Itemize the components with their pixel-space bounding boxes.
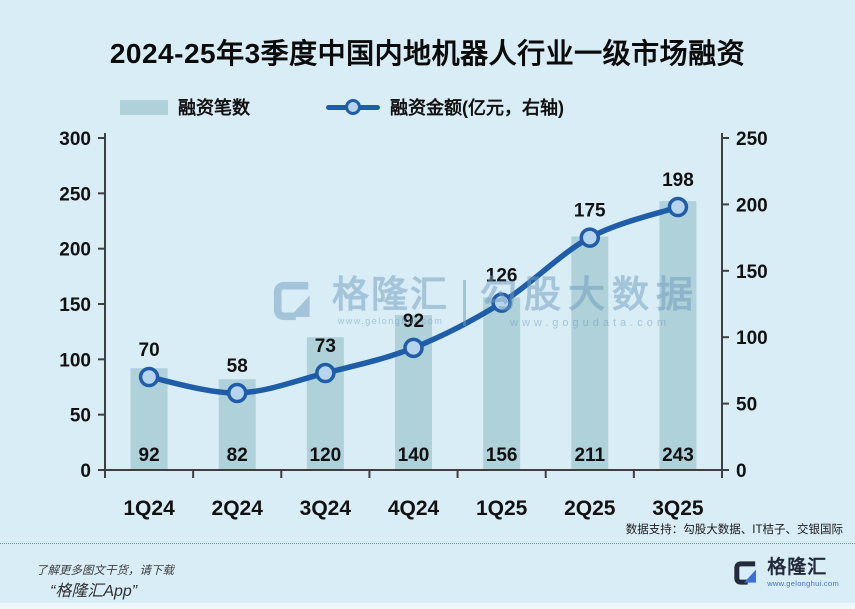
left-tick-label: 250 [59,184,91,205]
chart-svg: 0 50 100 150 200 250 300 0 50 100 150 200 250 92 82 120… [59,129,768,520]
data-source-note: 数据支持：勾股大数据、IT桔子、交银国际 [625,524,843,536]
left-tick-label: 100 [59,350,91,371]
x-label-1Q25: 1Q25 [476,497,528,520]
bar-label-3Q25: 243 [662,445,694,466]
bar-label-1Q25: 156 [486,445,518,466]
right-tick-label: 0 [736,461,747,482]
line-point-1Q25 [491,292,512,313]
line-label-1Q25: 126 [486,266,518,287]
bar-label-2Q25: 211 [574,445,605,466]
footer-logo-text-block: 格隆汇 www.gelonghui.com [767,558,839,588]
bar-3Q25 [659,201,697,470]
x-label-1Q24: 1Q24 [123,497,175,520]
right-tick-label: 200 [736,195,768,216]
x-label-2Q24: 2Q24 [212,497,264,520]
bar-label-1Q24: 92 [139,445,160,466]
bottom-strip [0,603,855,609]
bar-label-3Q24: 120 [310,445,342,466]
left-tick-label: 150 [59,295,91,316]
legend-label-line: 融资金额(亿元，右轴) [390,98,564,118]
x-label-2Q25: 2Q25 [564,497,616,520]
footer-promo-line2: “格隆汇App” [50,583,138,600]
x-label-3Q24: 3Q24 [300,497,352,520]
line-series-swatch-icon [326,99,380,115]
footer-logo-text: 格隆汇 [767,557,828,578]
line-point-3Q25 [667,196,689,218]
line-point-4Q24 [403,337,424,359]
right-tick-label: 100 [736,328,768,349]
left-tick-label: 200 [59,240,91,261]
bar-label-2Q24: 82 [227,445,248,466]
bar-3Q24 [306,337,344,470]
legend-item-line: 融资金额(亿元，右轴) [326,94,564,120]
bar-label-4Q24: 140 [398,445,430,466]
left-tick-label: 0 [80,461,91,482]
line-point-3Q24 [315,362,336,384]
footer: 了解更多图文干货，请下载 “格隆汇App” 格隆汇 www.gelonghui.… [0,543,855,604]
line-point-2Q25 [579,227,601,248]
left-tick-label: 300 [59,129,91,150]
chart-title: 2024-25年3季度中国内地机器人行业一级市场融资 [109,37,746,69]
line-label-2Q25: 175 [574,201,606,222]
legend: 融资笔数 融资金额(亿元，右轴) [120,94,564,120]
line-point-2Q24 [226,382,248,404]
right-tick-label: 50 [736,395,757,416]
line-point-1Q24 [138,366,160,388]
bar-series-swatch-icon [120,99,168,115]
footer-logo: 格隆汇 www.gelonghui.com [731,558,839,588]
right-tick-label: 150 [736,262,768,283]
right-tick-label: 250 [736,129,768,150]
bar-1Q25 [483,297,521,470]
legend-label-bars: 融资笔数 [178,98,250,118]
footer-promo-line1: 了解更多图文干货，请下载 [36,565,174,577]
line-label-2Q24: 58 [227,356,248,377]
x-label-4Q24: 4Q24 [388,497,440,520]
bar-2Q25 [571,236,609,470]
line-label-3Q24: 73 [315,336,336,357]
left-tick-label: 50 [70,406,91,427]
line-label-3Q25: 198 [662,170,694,191]
legend-item-bars: 融资笔数 [120,94,250,120]
footer-logo-url: www.gelonghui.com [767,579,839,588]
gelonghui-logo-icon [734,561,757,585]
line-label-1Q24: 70 [139,340,160,361]
line-label-4Q24: 92 [403,311,424,332]
x-label-3Q25: 3Q25 [652,497,704,520]
